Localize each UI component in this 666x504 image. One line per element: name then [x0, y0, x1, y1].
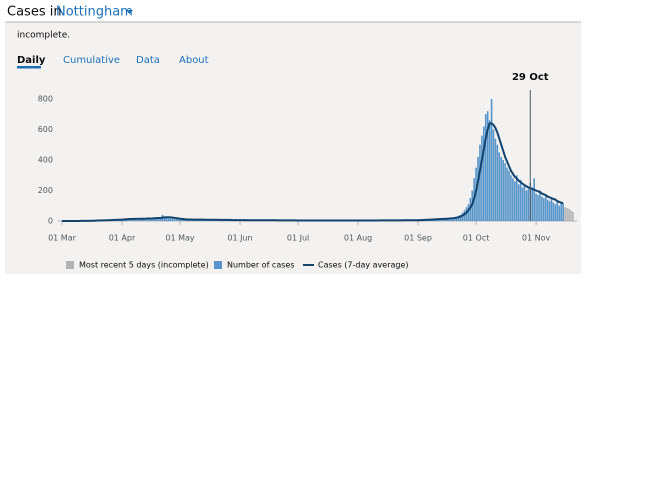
bar — [514, 181, 516, 221]
annotation-label: 29 Oct — [512, 72, 549, 83]
header-prefix: Cases in — [7, 5, 62, 20]
bar — [168, 218, 170, 221]
x-tick-label: 01 Oct — [463, 234, 490, 243]
legend-swatch — [66, 261, 74, 269]
y-tick-label: 400 — [38, 156, 53, 165]
y-tick-label: 600 — [38, 125, 53, 134]
legend-label: Number of cases — [227, 261, 295, 270]
bar — [531, 187, 533, 221]
bar — [512, 178, 514, 221]
bar — [173, 219, 175, 221]
bar — [564, 207, 566, 221]
bar — [502, 160, 504, 221]
bar — [477, 157, 479, 221]
bar — [553, 203, 555, 221]
bar — [504, 163, 506, 221]
y-tick-label: 0 — [48, 217, 53, 226]
x-tick-label: 01 Jul — [287, 234, 309, 243]
tab[interactable]: About — [179, 55, 209, 66]
bar — [495, 139, 497, 221]
bar — [557, 201, 559, 221]
bar — [533, 178, 535, 221]
bar — [570, 210, 572, 221]
location-select[interactable]: Nottingham — [56, 5, 133, 20]
legend-swatch — [214, 261, 222, 269]
bar — [555, 204, 557, 221]
bar — [520, 180, 522, 221]
bar — [539, 191, 541, 222]
bar — [528, 189, 530, 221]
x-tick-label: 01 Nov — [522, 234, 551, 243]
bar — [526, 191, 528, 222]
bar — [170, 219, 172, 221]
note: incomplete. — [17, 31, 70, 41]
tab-underline — [17, 66, 41, 69]
x-tick-label: 01 Jun — [227, 234, 252, 243]
y-tick-label: 200 — [38, 186, 53, 195]
bar — [551, 198, 553, 221]
bar — [547, 200, 549, 221]
bar — [493, 130, 495, 222]
tab[interactable]: Cumulative — [63, 55, 120, 66]
bar — [535, 194, 537, 221]
bar — [171, 219, 173, 221]
legend-label: Cases (7-day average) — [318, 261, 409, 270]
x-tick-label: 01 Sep — [404, 234, 432, 243]
tab[interactable]: Data — [136, 55, 160, 66]
bar — [499, 152, 501, 221]
bar — [543, 198, 545, 221]
bar — [175, 219, 177, 221]
y-tick-label: 800 — [38, 95, 53, 104]
bar — [510, 175, 512, 221]
bar — [497, 145, 499, 221]
bar — [558, 206, 560, 221]
bar — [566, 208, 568, 221]
bar — [489, 120, 491, 221]
legend-label: Most recent 5 days (incomplete) — [79, 261, 209, 270]
bar — [479, 145, 481, 221]
bar — [568, 209, 570, 221]
bar — [468, 204, 470, 221]
bar — [522, 187, 524, 221]
tab[interactable]: Daily — [17, 55, 46, 66]
bar — [500, 157, 502, 221]
bar — [549, 201, 551, 221]
bar — [541, 197, 543, 221]
bar — [518, 184, 520, 221]
bar — [481, 136, 483, 221]
x-tick-label: 01 May — [165, 234, 195, 243]
bar — [562, 203, 564, 221]
x-tick-label: 01 Aug — [344, 234, 372, 243]
bar — [506, 168, 508, 221]
bar — [508, 171, 510, 221]
bar — [545, 195, 547, 221]
x-tick-label: 01 Apr — [109, 234, 136, 243]
bar — [572, 212, 574, 221]
bar — [560, 203, 562, 221]
bar — [524, 186, 526, 221]
bar — [485, 114, 487, 221]
bar — [516, 175, 518, 221]
bar — [537, 195, 539, 221]
bar — [491, 99, 493, 221]
x-tick-label: 01 Mar — [48, 234, 77, 243]
